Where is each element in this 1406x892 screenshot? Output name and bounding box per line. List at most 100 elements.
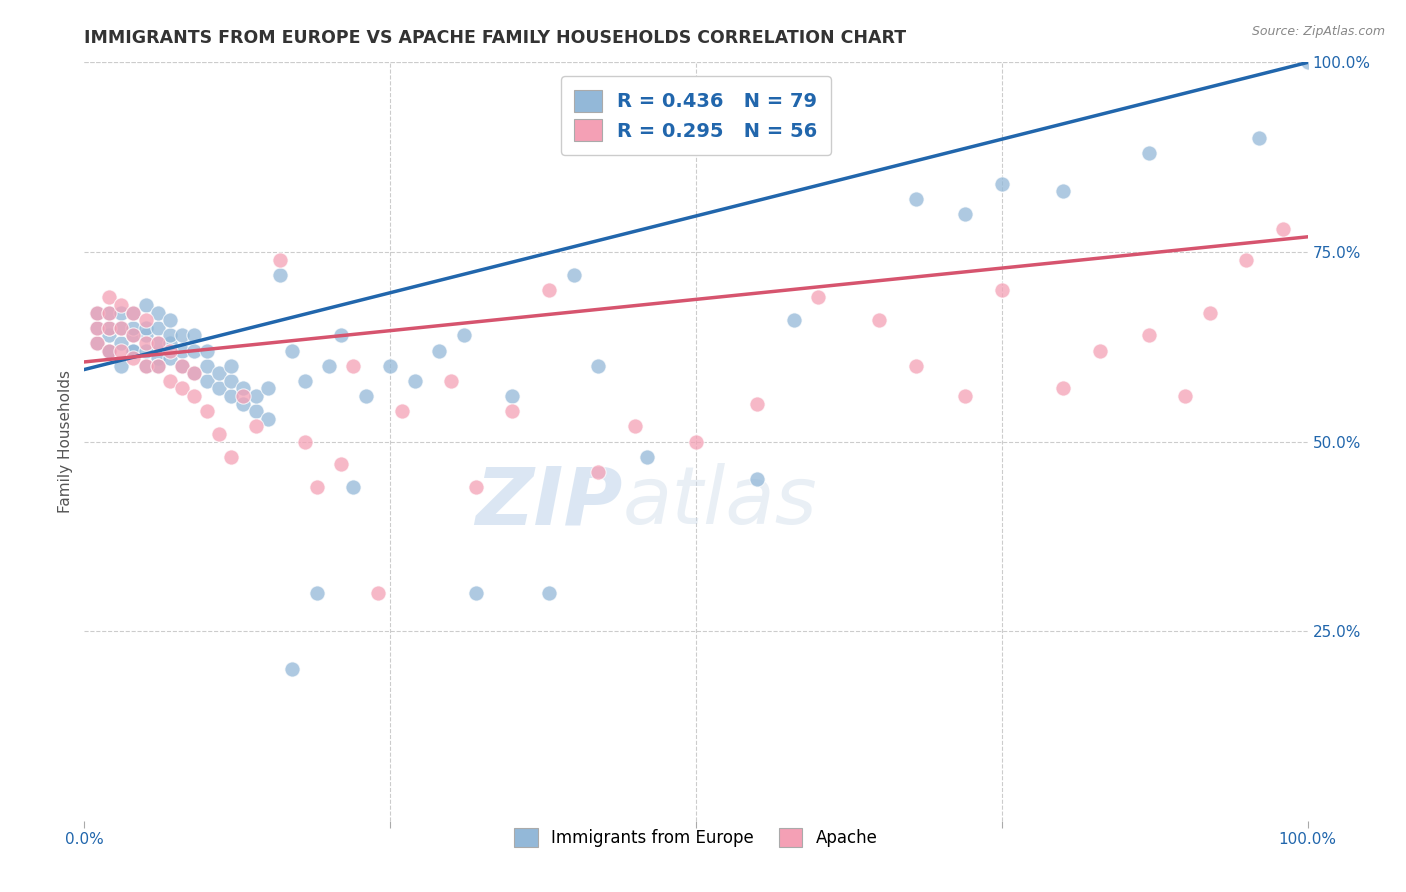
- Point: [183, 366, 205, 380]
- Point: [342, 480, 364, 494]
- Point: [135, 343, 157, 358]
- Point: [135, 359, 157, 373]
- Point: [110, 305, 132, 319]
- Point: [1247, 131, 1270, 145]
- Point: [245, 389, 267, 403]
- Point: [232, 382, 254, 396]
- Point: [86, 335, 108, 350]
- Point: [257, 412, 280, 426]
- Point: [97, 305, 120, 319]
- Point: [97, 328, 120, 343]
- Point: [305, 586, 328, 600]
- Point: [294, 434, 316, 449]
- Point: [354, 389, 377, 403]
- Point: [97, 320, 120, 334]
- Point: [685, 434, 707, 449]
- Point: [195, 404, 218, 418]
- Point: [636, 450, 658, 464]
- Point: [586, 359, 609, 373]
- Point: [1198, 305, 1220, 319]
- Point: [110, 320, 132, 334]
- Point: [1296, 55, 1319, 70]
- Point: [953, 207, 976, 221]
- Point: [257, 382, 280, 396]
- Point: [146, 335, 169, 350]
- Point: [367, 586, 389, 600]
- Point: [342, 359, 364, 373]
- Point: [122, 351, 145, 366]
- Point: [219, 389, 242, 403]
- Point: [1236, 252, 1258, 267]
- Point: [122, 328, 145, 343]
- Point: [86, 320, 108, 334]
- Point: [624, 419, 647, 434]
- Point: [208, 382, 231, 396]
- Point: [183, 389, 205, 403]
- Point: [110, 343, 132, 358]
- Point: [232, 389, 254, 403]
- Point: [1174, 389, 1197, 403]
- Point: [122, 320, 145, 334]
- Point: [1272, 222, 1295, 236]
- Point: [330, 458, 353, 472]
- Point: [135, 298, 157, 312]
- Point: [330, 328, 353, 343]
- Point: [122, 305, 145, 319]
- Point: [195, 359, 218, 373]
- Point: [97, 343, 120, 358]
- Point: [783, 313, 806, 327]
- Point: [146, 359, 169, 373]
- Point: [172, 343, 194, 358]
- Point: [1088, 343, 1111, 358]
- Point: [97, 291, 120, 305]
- Point: [219, 450, 242, 464]
- Y-axis label: Family Households: Family Households: [58, 370, 73, 513]
- Point: [1052, 382, 1074, 396]
- Point: [562, 268, 585, 282]
- Point: [135, 313, 157, 327]
- Point: [404, 374, 426, 388]
- Point: [122, 305, 145, 319]
- Point: [905, 192, 928, 206]
- Point: [391, 404, 413, 418]
- Point: [159, 351, 181, 366]
- Point: [245, 404, 267, 418]
- Point: [195, 374, 218, 388]
- Point: [122, 343, 145, 358]
- Point: [538, 586, 561, 600]
- Point: [586, 465, 609, 479]
- Point: [146, 305, 169, 319]
- Point: [146, 320, 169, 334]
- Point: [502, 404, 524, 418]
- Point: [440, 374, 463, 388]
- Point: [110, 298, 132, 312]
- Point: [502, 389, 524, 403]
- Point: [86, 335, 108, 350]
- Point: [281, 662, 304, 676]
- Point: [159, 335, 181, 350]
- Point: [305, 480, 328, 494]
- Point: [172, 328, 194, 343]
- Point: [146, 351, 169, 366]
- Point: [97, 343, 120, 358]
- Point: [97, 305, 120, 319]
- Point: [219, 359, 242, 373]
- Point: [245, 419, 267, 434]
- Point: [172, 359, 194, 373]
- Point: [122, 343, 145, 358]
- Point: [269, 252, 291, 267]
- Point: [538, 283, 561, 297]
- Point: [159, 374, 181, 388]
- Point: [318, 359, 340, 373]
- Point: [183, 328, 205, 343]
- Point: [869, 313, 891, 327]
- Point: [953, 389, 976, 403]
- Point: [146, 335, 169, 350]
- Point: [464, 586, 486, 600]
- Point: [172, 359, 194, 373]
- Point: [135, 359, 157, 373]
- Legend: Immigrants from Europe, Apache: Immigrants from Europe, Apache: [508, 822, 884, 854]
- Point: [86, 320, 108, 334]
- Point: [294, 374, 316, 388]
- Point: [427, 343, 450, 358]
